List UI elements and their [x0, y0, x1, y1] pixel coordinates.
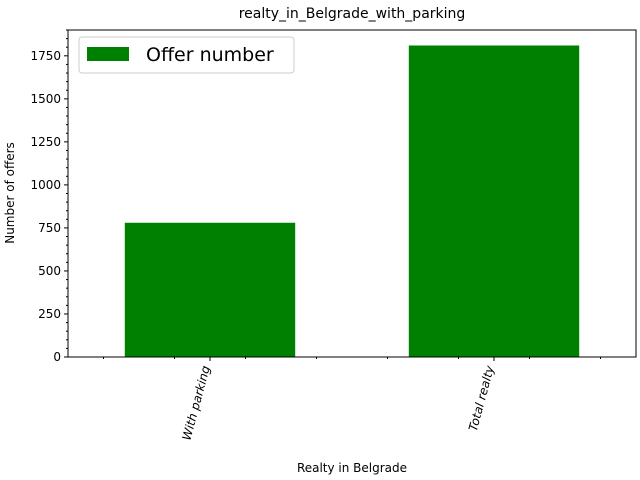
bar	[408, 45, 580, 358]
y-tick-label: 0	[53, 350, 61, 364]
legend-swatch	[87, 47, 129, 61]
chart-title: realty_in_Belgrade_with_parking	[239, 6, 466, 22]
y-tick-label: 1000	[30, 178, 61, 192]
y-axis-label: Number of offers	[3, 142, 17, 244]
x-axis: With parking Total realty	[180, 357, 497, 442]
y-tick-label: 750	[38, 221, 61, 235]
bars	[124, 45, 580, 358]
x-tick-label: Total realty	[466, 363, 497, 432]
x-tick-label: With parking	[180, 364, 213, 442]
y-tick-label: 250	[38, 307, 61, 321]
y-tick-label: 1750	[30, 49, 61, 63]
y-tick-label: 1500	[30, 92, 61, 106]
y-axis: 0 250 500 750 1000 1250 1500 1750	[30, 29, 68, 364]
plot-frame	[67, 29, 637, 358]
y-tick-label: 1250	[30, 135, 61, 149]
legend: Offer number	[78, 36, 295, 74]
x-axis-label: Realty in Belgrade	[297, 461, 407, 475]
legend-label: Offer number	[146, 44, 274, 66]
legend-frame	[78, 36, 295, 74]
bar	[124, 222, 296, 357]
y-tick-label: 500	[38, 264, 61, 278]
